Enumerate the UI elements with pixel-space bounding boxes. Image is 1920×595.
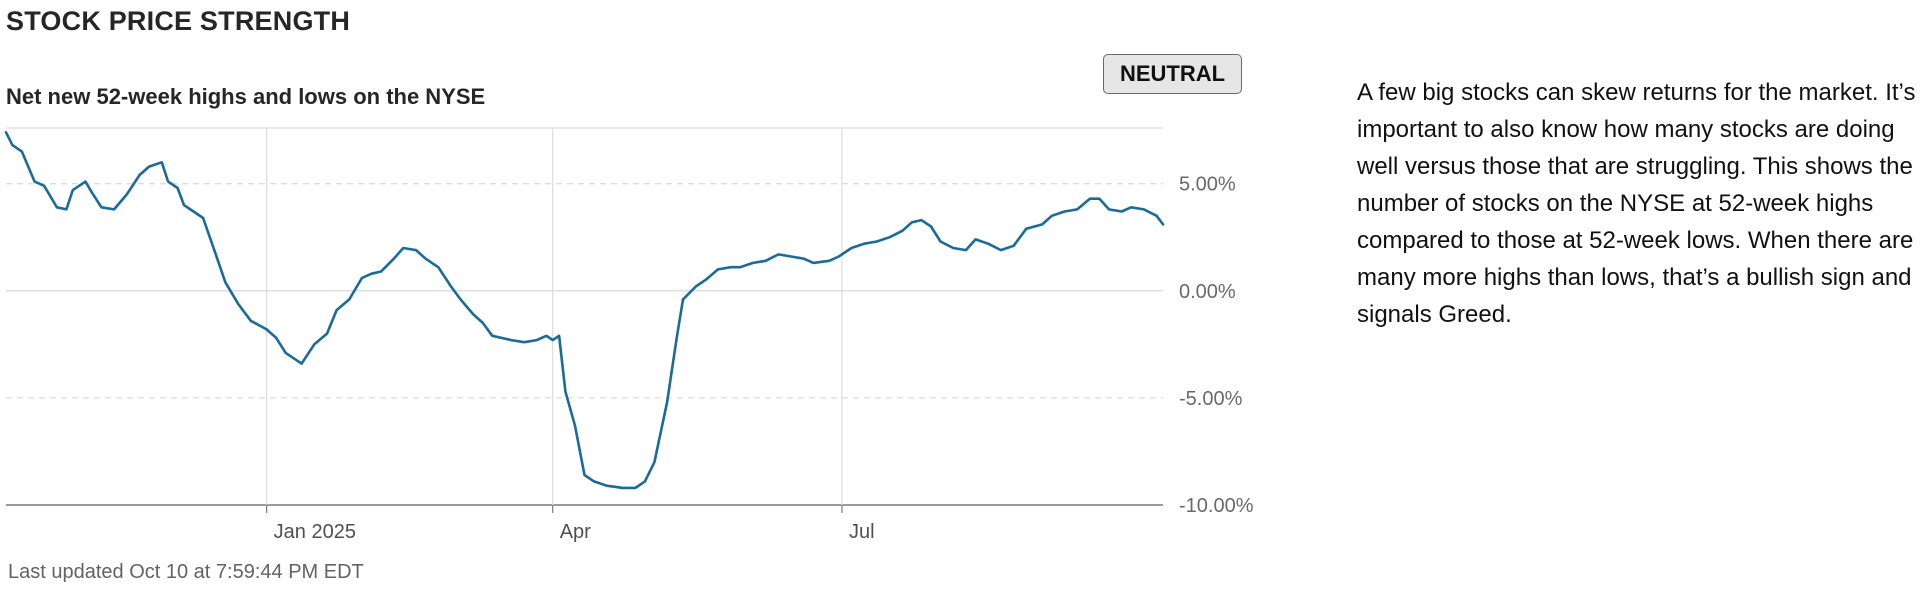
x-tick-label: Jan 2025 [274, 521, 356, 543]
description-text: A few big stocks can skew returns for th… [1357, 79, 1916, 328]
y-tick-label: 5.00% [1179, 174, 1236, 196]
line-chart: 5.00% 0.00% -5.00% -10.00% Jan 2025 Apr Jul [0, 120, 1270, 560]
y-tick-label: -10.00% [1179, 495, 1254, 517]
chart-subtitle: Net new 52-week highs and lows on the NY… [6, 84, 486, 109]
last-updated: Last updated Oct 10 at 7:59:44 PM EDT [8, 561, 364, 583]
x-tick-label: Jul [849, 521, 875, 543]
rating-badge: NEUTRAL [1103, 54, 1242, 94]
x-tick-label: Apr [560, 521, 591, 543]
y-tick-label: 0.00% [1179, 281, 1236, 303]
chart-svg: 5.00% 0.00% -5.00% -10.00% Jan 2025 Apr Jul [4, 127, 1254, 543]
section-title: STOCK PRICE STRENGTH [6, 6, 351, 36]
y-tick-label: -5.00% [1179, 388, 1243, 410]
series-line-0 [4, 131, 1165, 490]
